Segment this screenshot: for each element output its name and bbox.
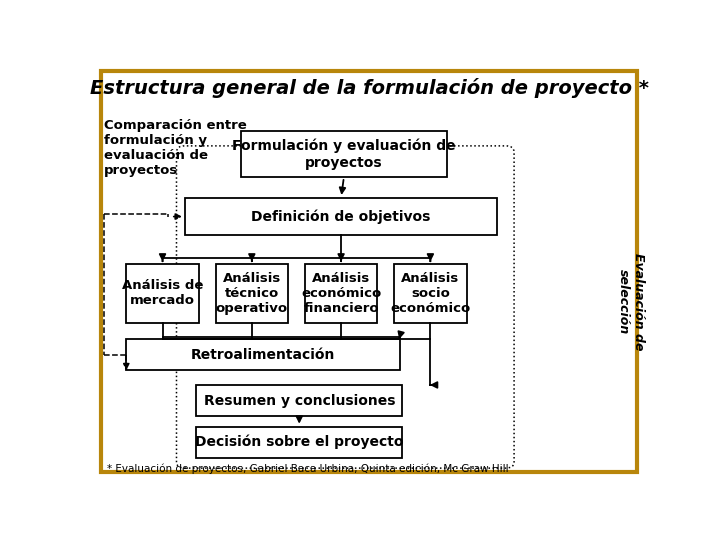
Text: Evaluación de
selección: Evaluación de selección xyxy=(617,253,645,350)
Bar xyxy=(305,265,377,322)
Text: * Evaluación de proyectos, Gabriel Baca Urbina, Quinta edición, Mc Graw Hill: * Evaluación de proyectos, Gabriel Baca … xyxy=(107,464,508,474)
Text: Comparación entre
formulación y
evaluación de
proyectos: Comparación entre formulación y evaluaci… xyxy=(104,119,247,177)
Bar xyxy=(196,385,402,416)
Text: Análisis
técnico
operativo: Análisis técnico operativo xyxy=(216,272,288,315)
Bar xyxy=(196,427,402,458)
Bar xyxy=(126,265,199,322)
Text: Formulación y evaluación de
proyectos: Formulación y evaluación de proyectos xyxy=(232,139,456,170)
Text: Retroalimentación: Retroalimentación xyxy=(191,348,336,362)
Bar xyxy=(126,339,400,370)
Bar xyxy=(185,198,498,235)
Text: Definición de objetivos: Definición de objetivos xyxy=(251,210,431,224)
Bar xyxy=(394,265,467,322)
Text: Resumen y conclusiones: Resumen y conclusiones xyxy=(204,394,395,408)
Text: Análisis de
mercado: Análisis de mercado xyxy=(122,280,203,307)
Text: Estructura general de la formulación de proyecto *: Estructura general de la formulación de … xyxy=(89,78,649,98)
Text: Análisis
económico
financiero: Análisis económico financiero xyxy=(301,272,381,315)
Text: Análisis
socio
económico: Análisis socio económico xyxy=(390,272,470,315)
Bar xyxy=(215,265,288,322)
Bar xyxy=(240,131,447,177)
Text: Decisión sobre el proyecto: Decisión sobre el proyecto xyxy=(195,435,403,449)
